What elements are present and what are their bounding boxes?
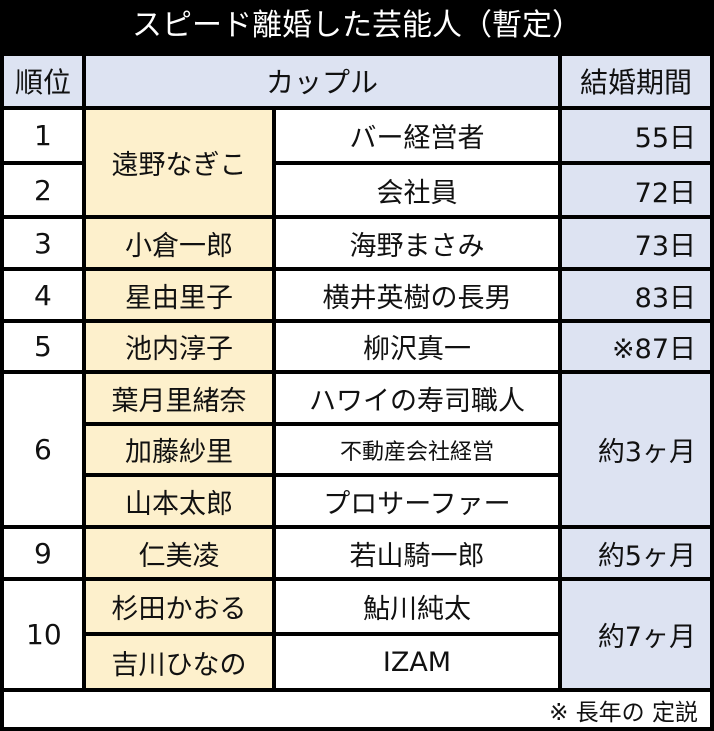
marriage-duration: 73日 [562, 219, 710, 267]
marriage-duration: 72日 [562, 165, 710, 215]
marriage-duration: 約5ヶ月 [562, 529, 710, 577]
partner-name: 柳沢真一 [276, 323, 558, 370]
celebrity-name: 遠野なぎこ [86, 110, 272, 215]
header-duration: 結婚期間 [562, 56, 710, 106]
rank-cell: 1 [4, 110, 82, 161]
celebrity-name: 吉川ひなの [86, 636, 272, 688]
marriage-duration: 55日 [562, 110, 710, 161]
celebrity-name: 池内淳子 [86, 323, 272, 370]
celebrity-name: 杉田かおる [86, 581, 272, 632]
rank-cell: 4 [4, 271, 82, 319]
partner-name: 海野まさみ [276, 219, 558, 267]
rank-cell: 9 [4, 529, 82, 577]
header-rank: 順位 [4, 56, 82, 106]
celebrity-name: 星由里子 [86, 271, 272, 319]
partner-name: 鮎川純太 [276, 581, 558, 632]
celebrity-name: 葉月里緒奈 [86, 374, 272, 422]
partner-name: 不動産会社経営 [276, 426, 558, 473]
partner-name: 会社員 [276, 165, 558, 215]
rank-cell: 10 [4, 581, 82, 688]
rank-cell: 5 [4, 323, 82, 370]
marriage-duration: 約7ヶ月 [562, 581, 710, 688]
rank-cell: 2 [4, 165, 82, 215]
celebrity-name: 小倉一郎 [86, 219, 272, 267]
marriage-duration: ※87日 [562, 323, 710, 370]
partner-name: プロサーファー [276, 477, 558, 525]
rank-cell: 3 [4, 219, 82, 267]
marriage-duration: 83日 [562, 271, 710, 319]
footnote: ※ 長年の 定説 [4, 692, 710, 727]
celebrity-name: 加藤紗里 [86, 426, 272, 473]
rank-cell: 6 [4, 374, 82, 525]
marriage-duration: 約3ヶ月 [562, 374, 710, 525]
partner-name: ハワイの寿司職人 [276, 374, 558, 422]
partner-name: 若山騎一郎 [276, 529, 558, 577]
header-couple: カップル [86, 56, 558, 106]
celebrity-name: 山本太郎 [86, 477, 272, 525]
partner-name: バー経営者 [276, 110, 558, 161]
partner-name: 横井英樹の長男 [276, 271, 558, 319]
partner-name: IZAM [276, 636, 558, 688]
table-title: スピード離婚した芸能人（暫定） [132, 8, 582, 43]
celebrity-name: 仁美凌 [86, 529, 272, 577]
